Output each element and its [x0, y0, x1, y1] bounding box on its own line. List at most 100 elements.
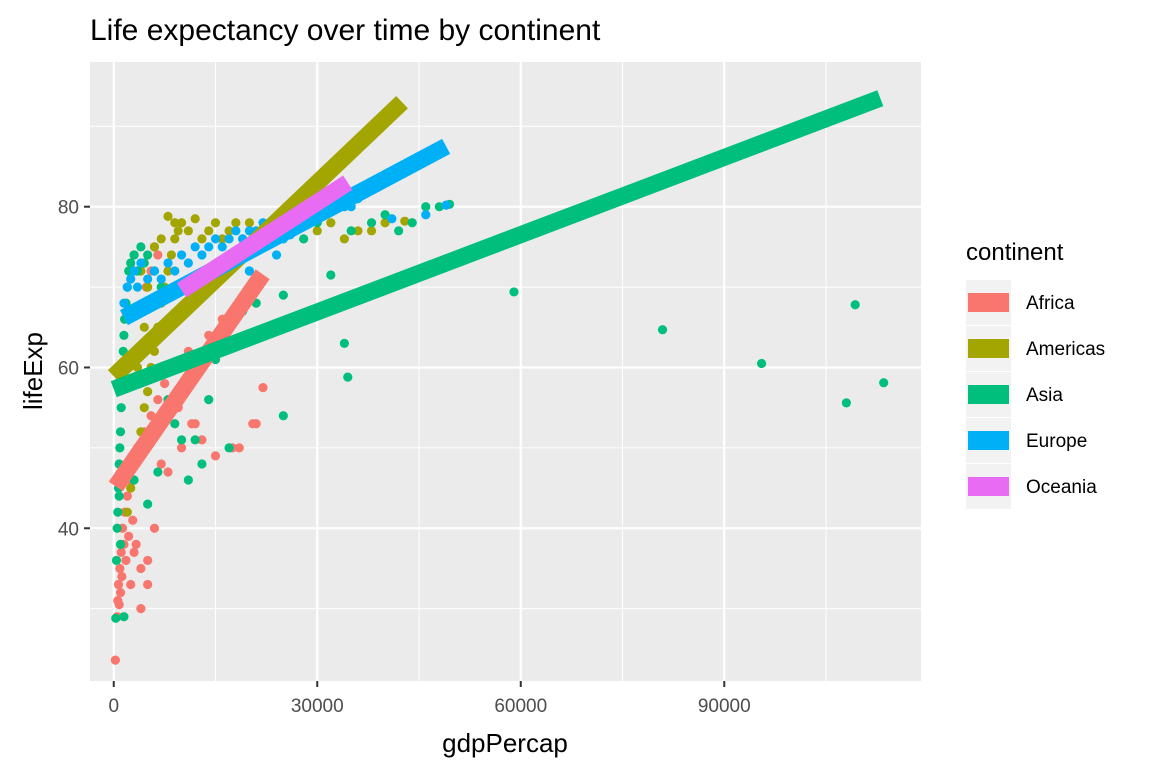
point-americas: [353, 226, 363, 236]
point-asia: [126, 258, 136, 268]
point-americas: [380, 218, 390, 228]
point-asia: [346, 226, 356, 236]
point-europe: [421, 210, 431, 220]
x-axis-title: gdpPercap: [442, 728, 568, 758]
legend-key-africa: [968, 293, 1009, 312]
point-europe: [441, 200, 451, 210]
point-africa: [258, 382, 268, 393]
point-americas: [156, 234, 166, 244]
point-asia: [343, 372, 353, 382]
fit-line-oceania: [176, 175, 353, 298]
y-axis-title: lifeExp: [18, 332, 48, 410]
y-tick-label: 40: [58, 519, 79, 540]
point-africa: [210, 451, 221, 461]
point-africa: [136, 563, 146, 574]
point-africa: [153, 395, 163, 405]
point-asia: [115, 443, 125, 453]
y-tick-labels: 40 60 80: [58, 198, 79, 541]
point-americas: [122, 507, 132, 517]
point-americas: [170, 234, 180, 244]
point-africa: [187, 419, 197, 429]
point-africa: [153, 250, 163, 260]
point-americas: [166, 250, 177, 260]
point-europe: [271, 250, 282, 260]
legend: continent Africa Americas Asia Europe Oceani…: [966, 239, 1105, 509]
point-europe: [119, 298, 129, 308]
point-asia: [116, 403, 126, 413]
point-africa: [163, 467, 173, 477]
point-asia: [224, 443, 234, 453]
point-asia: [509, 287, 519, 297]
point-asia: [841, 398, 851, 408]
point-europe: [122, 282, 132, 292]
point-europe: [231, 226, 241, 236]
point-africa: [114, 600, 124, 610]
point-americas: [339, 234, 349, 244]
point-americas: [366, 226, 377, 236]
fit-line-asia: [110, 90, 884, 398]
plot-panel: [90, 62, 921, 681]
fit-line-africa: [108, 269, 270, 492]
point-asia: [394, 226, 404, 236]
point-americas: [197, 234, 207, 244]
point-americas: [210, 218, 221, 228]
point-asia: [879, 378, 889, 388]
point-europe: [132, 282, 143, 292]
point-asia: [115, 539, 126, 549]
point-asia: [143, 499, 153, 509]
point-americas: [149, 242, 160, 252]
legend-key-oceania: [968, 477, 1009, 496]
point-europe: [163, 258, 173, 268]
point-americas: [400, 216, 410, 226]
point-asia: [278, 290, 288, 300]
point-asia: [115, 427, 126, 437]
point-africa: [126, 579, 136, 590]
point-europe: [190, 242, 200, 252]
point-asia: [176, 435, 187, 445]
point-europe: [143, 274, 153, 284]
x-tick-label: 30000: [291, 696, 344, 717]
point-asia: [326, 270, 336, 280]
point-africa: [156, 459, 166, 469]
point-africa: [124, 531, 134, 541]
x-tick-label: 0: [108, 696, 119, 717]
point-americas: [326, 218, 336, 228]
point-africa: [234, 443, 244, 453]
point-asia: [153, 467, 163, 477]
point-americas: [183, 226, 193, 236]
point-asia: [170, 419, 180, 429]
legend-label-europe: Europe: [1026, 431, 1087, 452]
point-europe: [217, 242, 227, 252]
point-americas: [224, 226, 234, 236]
point-americas: [244, 218, 255, 228]
y-tick-label: 80: [58, 198, 79, 219]
point-asia: [380, 210, 390, 220]
point-asia: [197, 459, 207, 469]
point-americas: [139, 322, 149, 332]
point-africa: [128, 515, 138, 525]
point-africa: [160, 378, 170, 389]
point-africa: [143, 555, 153, 566]
point-africa: [113, 579, 124, 590]
axis-ticks: [84, 205, 726, 687]
point-africa: [136, 604, 146, 614]
point-americas: [163, 266, 173, 276]
point-asia: [299, 234, 309, 244]
x-tick-labels: 0 30000 60000 90000: [108, 696, 750, 717]
point-asia: [136, 242, 146, 252]
point-asia: [278, 411, 288, 421]
legend-label-asia: Asia: [1026, 385, 1063, 406]
legend-items: Africa Americas Asia Europe Oceania: [966, 280, 1105, 509]
legend-title: continent: [966, 239, 1064, 266]
point-asia: [756, 358, 767, 369]
point-africa: [116, 547, 126, 557]
point-europe: [244, 266, 255, 276]
legend-label-oceania: Oceania: [1026, 477, 1097, 498]
point-europe: [244, 226, 255, 236]
point-asia: [113, 507, 123, 517]
point-africa: [121, 555, 131, 566]
point-europe: [204, 242, 214, 252]
legend-label-africa: Africa: [1026, 293, 1075, 314]
